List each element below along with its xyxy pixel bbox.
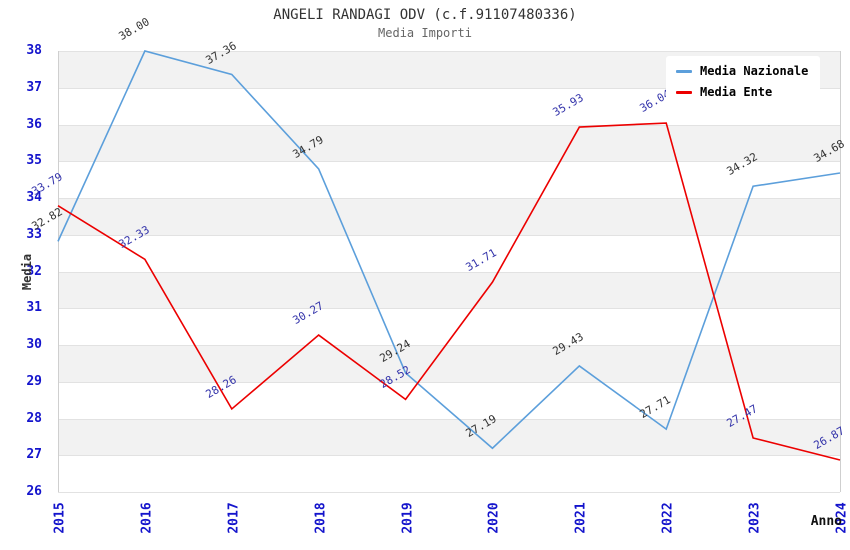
gridline xyxy=(58,271,840,273)
y-tick-label: 33 xyxy=(26,226,42,242)
legend: Media Nazionale Media Ente xyxy=(666,56,821,107)
x-axis-title: Anno xyxy=(810,514,842,529)
series-line-media-ente xyxy=(57,122,841,461)
series-line-media-nazionale xyxy=(57,50,841,450)
y-tick-label: 27 xyxy=(26,447,42,463)
y-tick-label: 28 xyxy=(26,410,42,426)
gridline xyxy=(58,308,840,310)
gridline xyxy=(58,381,840,383)
plot-border xyxy=(58,51,59,492)
gridline xyxy=(58,418,840,420)
y-tick-label: 29 xyxy=(26,373,42,389)
legend-item-media-nazionale[interactable]: Media Nazionale xyxy=(676,64,808,78)
y-tick-label: 31 xyxy=(26,300,42,316)
gridline xyxy=(58,51,840,52)
legend-item-media-ente[interactable]: Media Ente xyxy=(676,85,808,99)
y-tick-label: 35 xyxy=(26,153,42,169)
y-tick-label: 37 xyxy=(26,79,42,95)
chart-subtitle: Media Importi xyxy=(378,26,472,40)
gridline xyxy=(58,234,840,236)
gridline xyxy=(58,198,840,199)
legend-label: Media Ente xyxy=(700,85,773,99)
plot-border xyxy=(840,51,841,492)
y-tick-label: 26 xyxy=(26,484,42,499)
grid-band xyxy=(58,345,840,382)
legend-swatch-media-nazionale-icon xyxy=(676,69,692,73)
gridline xyxy=(58,345,840,346)
gridline xyxy=(58,124,840,126)
gridline xyxy=(58,161,840,163)
y-tick-label: 34 xyxy=(26,190,42,205)
grid-band xyxy=(58,124,840,162)
grid-band xyxy=(58,198,840,235)
gridline xyxy=(58,87,840,89)
legend-swatch-media-ente-icon xyxy=(676,90,692,94)
y-tick-label: 32 xyxy=(26,263,42,279)
y-tick-label: 30 xyxy=(26,337,42,352)
gridline xyxy=(58,455,840,457)
y-tick-label: 38 xyxy=(26,43,42,58)
legend-label: Media Nazionale xyxy=(700,64,809,78)
chart-title: ANGELI RANDAGI ODV (c.f.91107480336) xyxy=(273,7,577,23)
y-tick-label: 36 xyxy=(26,116,42,132)
gridline xyxy=(58,492,840,493)
grid-band xyxy=(58,418,840,456)
